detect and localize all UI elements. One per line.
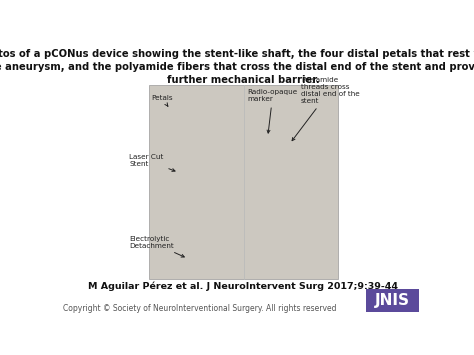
Text: Copyright © Society of NeuroInterventional Surgery. All rights reserved: Copyright © Society of NeuroIntervention… — [63, 304, 337, 313]
Text: Polyamide
threads cross
distal end of the
stent: Polyamide threads cross distal end of th… — [292, 77, 360, 141]
Text: Electrolytic
Detachment: Electrolytic Detachment — [129, 236, 184, 257]
Text: Radio-opaque
marker: Radio-opaque marker — [247, 89, 298, 133]
Text: JNIS: JNIS — [375, 293, 410, 308]
Text: M Aguilar Pérez et al. J NeuroIntervent Surg 2017;9:39-44: M Aguilar Pérez et al. J NeuroIntervent … — [88, 282, 398, 291]
Text: Laser Cut
Stent: Laser Cut Stent — [129, 154, 175, 171]
Text: Petals: Petals — [151, 95, 173, 106]
FancyBboxPatch shape — [366, 289, 419, 312]
FancyBboxPatch shape — [149, 85, 338, 279]
Text: Photos of a pCONus device showing the stent-like shaft, the four distal petals t: Photos of a pCONus device showing the st… — [0, 49, 474, 85]
